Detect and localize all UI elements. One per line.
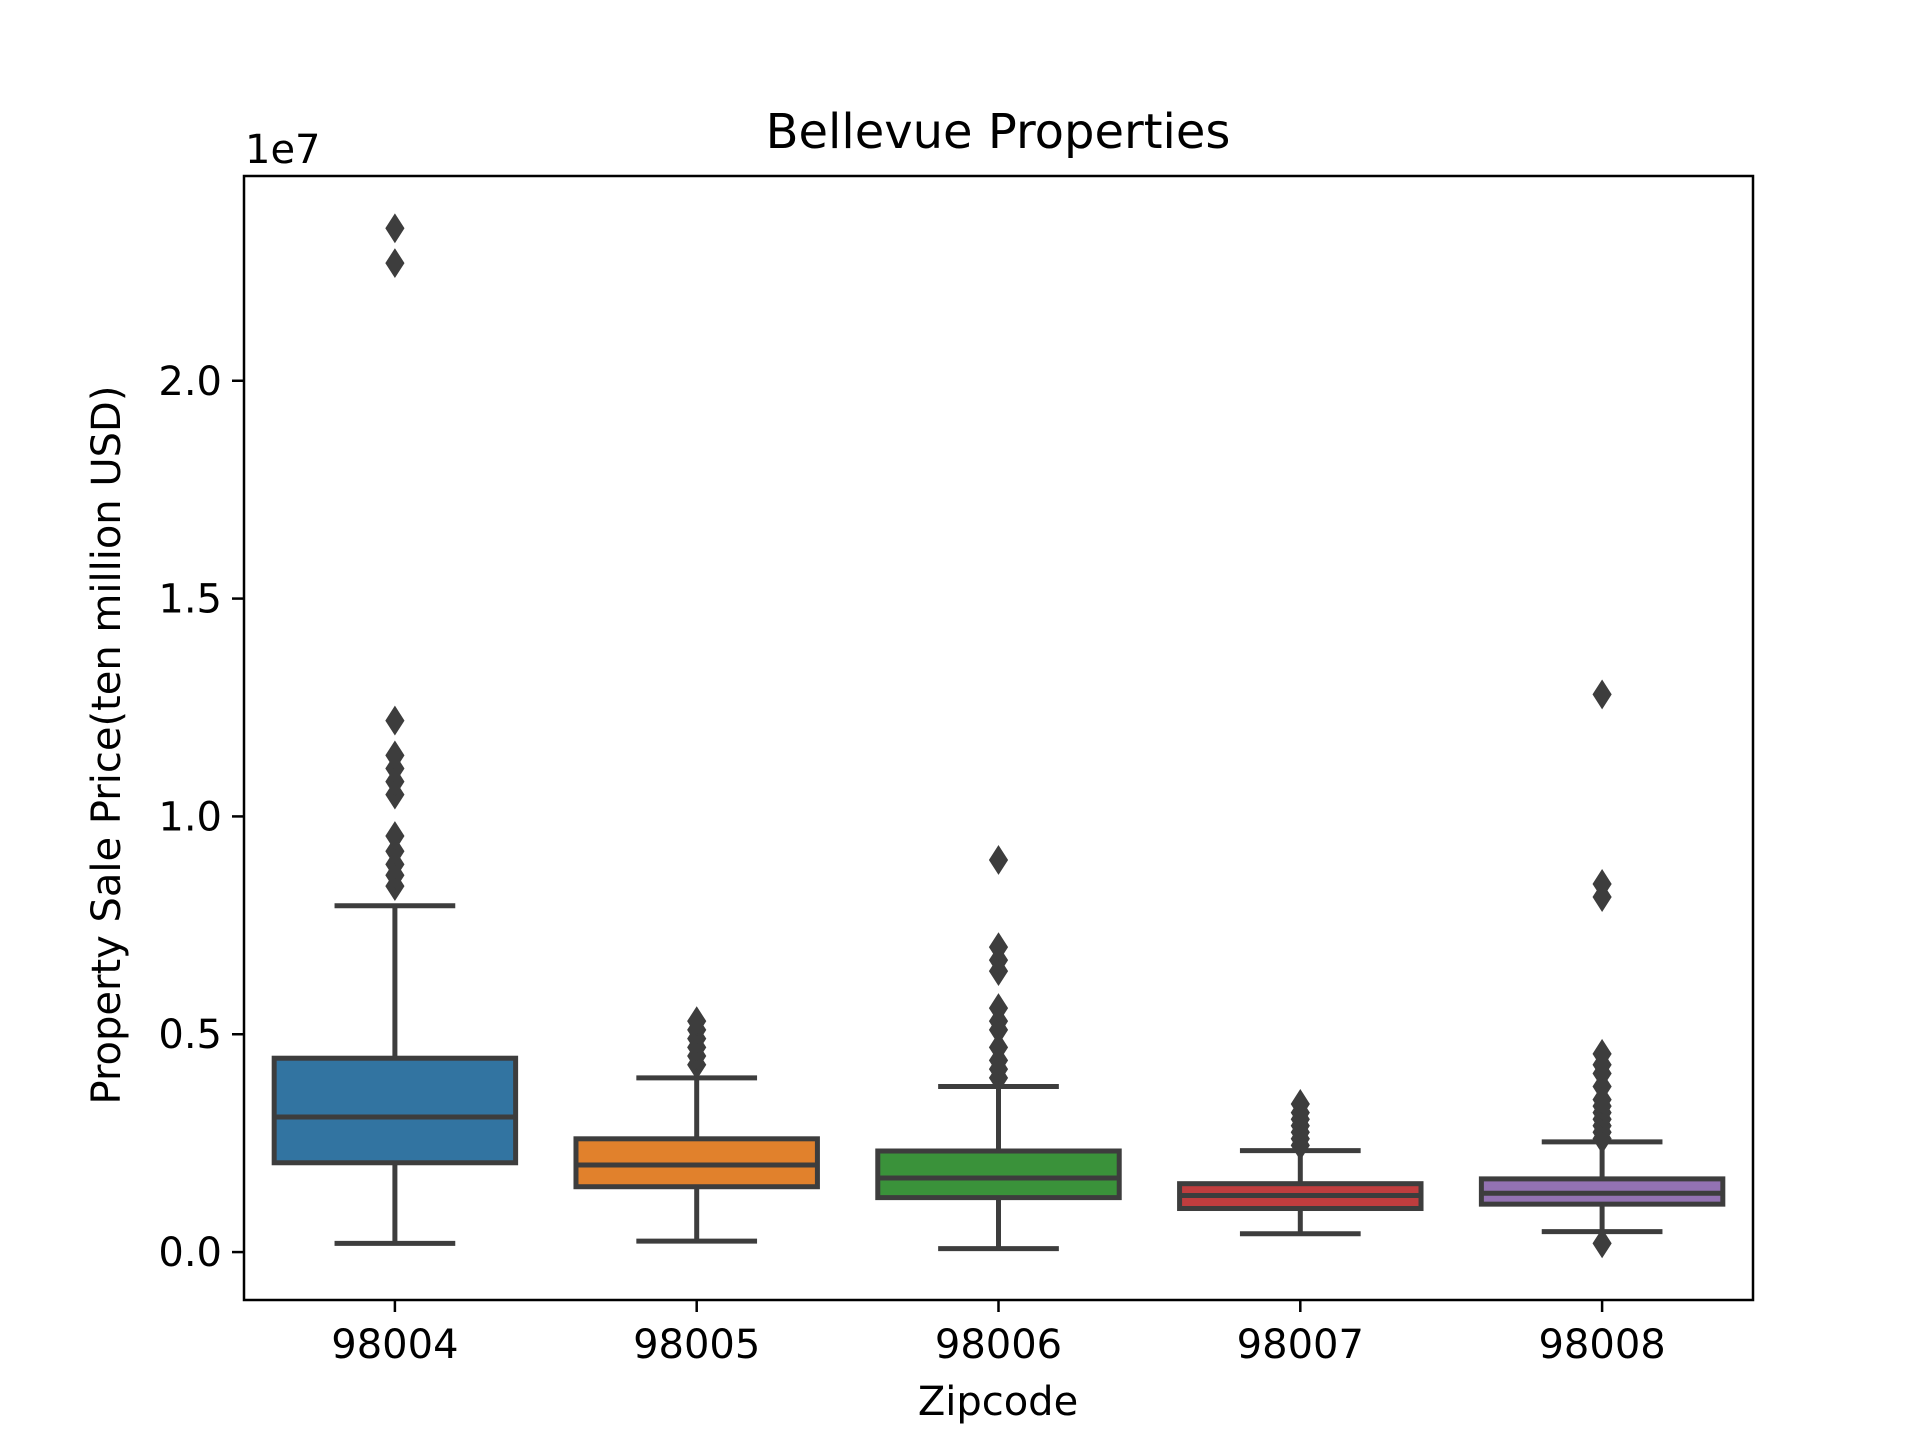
box-group-98006: [875, 845, 1122, 1252]
box-group-98008: [1478, 679, 1726, 1259]
outlier-point: [988, 845, 1009, 875]
x-tick-label: 98007: [1237, 1322, 1364, 1368]
outlier-point: [1592, 679, 1612, 710]
outlier-point: [1592, 1228, 1612, 1259]
outlier-point: [1592, 1038, 1612, 1069]
outlier-point: [385, 213, 405, 244]
box-group-98004: [271, 213, 519, 1246]
x-tick-label: 98006: [935, 1322, 1062, 1368]
x-axis-label: Zipcode: [918, 1379, 1078, 1425]
outlier-point: [385, 821, 405, 851]
box-group-98007: [1177, 1089, 1424, 1237]
y-tick-label: 0.0: [158, 1230, 222, 1276]
outlier-point: [687, 1006, 707, 1037]
outlier-point: [385, 836, 405, 867]
y-tick-label: 1.5: [158, 577, 222, 623]
x-tick-label: 98008: [1538, 1322, 1665, 1368]
y-tick-label: 0.5: [158, 1012, 222, 1058]
outlier-point: [988, 1032, 1009, 1063]
y-axis-label: Property Sale Price(ten million USD): [84, 386, 130, 1105]
box-group-98005: [573, 1006, 820, 1244]
outlier-point: [1290, 1089, 1310, 1119]
outlier-point: [385, 705, 405, 736]
x-tick-label: 98004: [331, 1322, 458, 1368]
outlier-point: [988, 932, 1009, 963]
outlier-point: [988, 993, 1009, 1024]
outlier-point: [385, 740, 405, 771]
y-tick-label: 2.0: [158, 359, 222, 405]
box: [271, 1055, 519, 1166]
y-axis-offset-label: 1e7: [245, 127, 321, 173]
box: [875, 1148, 1122, 1201]
chart-title: Bellevue Properties: [766, 104, 1231, 160]
plot-area: [271, 213, 1726, 1259]
outlier-point: [385, 248, 405, 279]
x-tick-label: 98005: [633, 1322, 760, 1368]
y-tick-label: 1.0: [158, 794, 222, 840]
outlier-point: [1592, 869, 1612, 899]
